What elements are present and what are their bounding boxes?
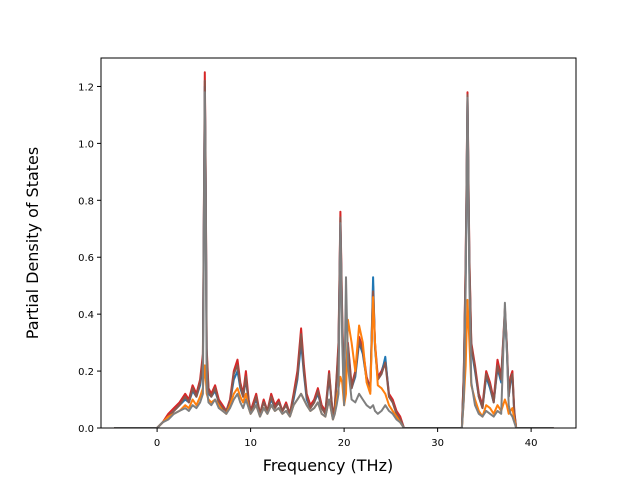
axes-frame bbox=[100, 57, 577, 429]
y-tick-label: 1.0 bbox=[78, 139, 94, 150]
x-axis-label: Frequency (THz) bbox=[263, 456, 393, 475]
series-line-5 bbox=[114, 91, 554, 428]
x-tick-label: 30 bbox=[431, 438, 444, 449]
y-tick-label: 0.8 bbox=[78, 196, 94, 207]
series-line-3 bbox=[114, 79, 554, 428]
y-axis: 0.0 0.2 0.4 0.6 0.8 1.0 1.2 bbox=[78, 82, 101, 435]
y-tick-label: 0.0 bbox=[78, 424, 94, 435]
x-tick-label: 0 bbox=[154, 438, 160, 449]
x-axis: 0 10 20 30 40 bbox=[154, 428, 538, 449]
x-tick-label: 10 bbox=[244, 438, 257, 449]
y-tick-label: 0.6 bbox=[78, 253, 94, 264]
y-tick-label: 0.2 bbox=[78, 367, 94, 378]
y-tick-label: 0.4 bbox=[78, 310, 94, 321]
x-tick-label: 40 bbox=[525, 438, 538, 449]
x-tick-label: 20 bbox=[338, 438, 351, 449]
plot-area bbox=[114, 71, 554, 428]
y-axis-label: Partial Density of States bbox=[23, 147, 42, 339]
y-tick-label: 1.2 bbox=[78, 82, 94, 93]
